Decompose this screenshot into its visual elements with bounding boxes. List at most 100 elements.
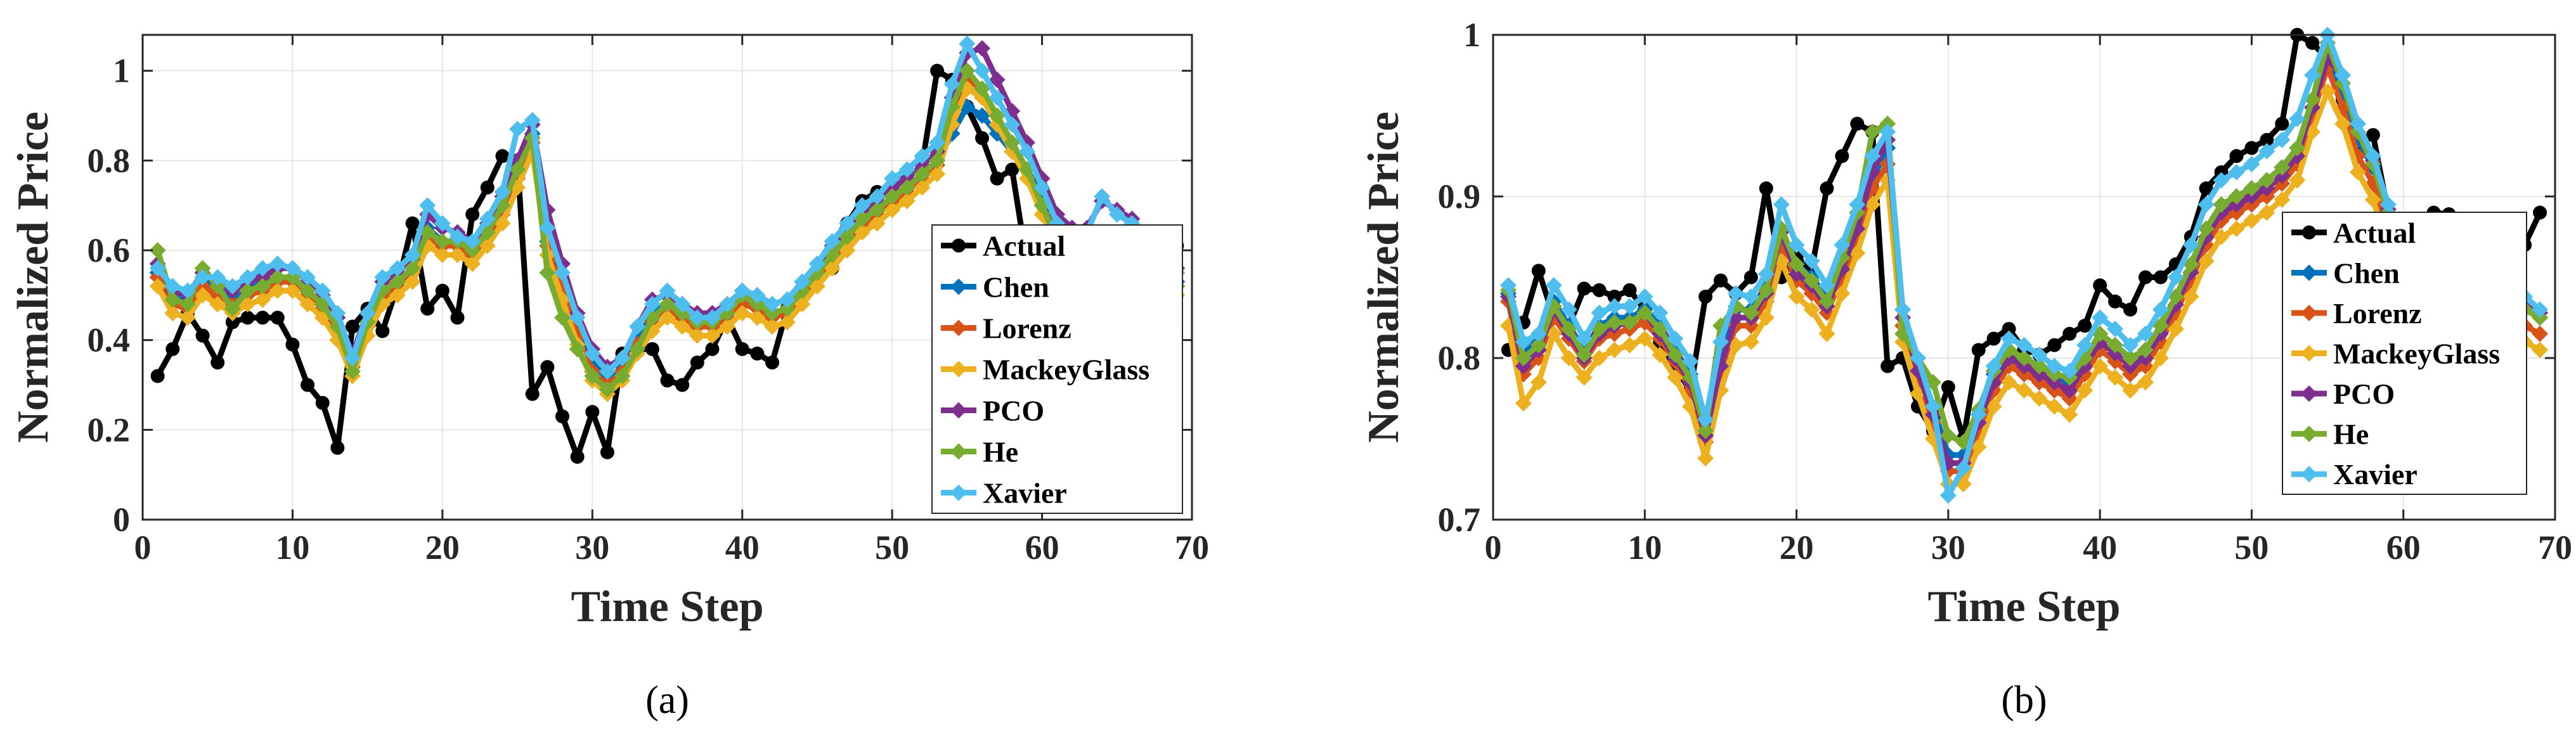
data-point xyxy=(239,282,256,299)
data-point xyxy=(164,305,181,322)
data-point xyxy=(764,296,780,312)
data-point xyxy=(1971,343,1986,357)
data-point xyxy=(1094,188,1111,205)
data-point xyxy=(346,319,359,334)
data-point xyxy=(464,255,481,272)
legend-marker xyxy=(950,361,967,378)
data-point xyxy=(2107,321,2124,338)
data-point xyxy=(765,356,779,370)
data-point xyxy=(898,161,916,178)
legend-marker xyxy=(950,278,967,295)
data-point xyxy=(1757,281,1775,298)
data-point xyxy=(1850,117,1865,131)
data-point xyxy=(194,260,211,277)
data-point xyxy=(1803,301,1820,318)
data-point xyxy=(2061,382,2078,399)
data-point xyxy=(2122,336,2139,354)
data-point xyxy=(1788,288,1805,305)
data-point xyxy=(509,161,526,178)
data-point xyxy=(1970,406,1987,423)
data-point xyxy=(2107,336,2124,354)
legend-label: Actual xyxy=(983,230,1065,262)
data-point xyxy=(1742,304,1759,321)
data-point xyxy=(644,323,661,340)
data-point xyxy=(2078,319,2092,333)
data-point xyxy=(2047,338,2062,352)
data-point xyxy=(179,282,196,299)
data-point xyxy=(2092,309,2109,326)
data-point xyxy=(629,340,646,357)
data-point xyxy=(644,296,661,312)
data-point xyxy=(1560,301,1577,318)
data-point xyxy=(254,278,271,295)
data-point xyxy=(2182,288,2199,305)
data-point xyxy=(1621,298,1638,315)
data-point xyxy=(494,183,511,200)
data-point xyxy=(359,305,376,322)
data-point xyxy=(149,278,166,295)
data-point xyxy=(2061,406,2078,423)
data-point xyxy=(719,318,736,335)
data-point xyxy=(449,228,466,245)
x-tick-label: 50 xyxy=(875,529,909,567)
x-tick-label: 10 xyxy=(275,529,309,567)
legend-label: PCO xyxy=(983,395,1044,427)
data-point xyxy=(1606,314,1623,331)
data-point xyxy=(1803,253,1820,269)
y-tick-label: 0 xyxy=(113,501,130,539)
legend-marker xyxy=(950,402,967,419)
data-point xyxy=(464,242,481,259)
data-point xyxy=(2213,228,2230,245)
data-point xyxy=(898,179,916,196)
data-point xyxy=(2076,382,2094,399)
data-point xyxy=(194,286,211,304)
data-point xyxy=(1712,333,1729,350)
data-point xyxy=(660,373,675,388)
chart-b: 0 10 20 30 40 50 60 70 0.7 0.8 0.9 1 Time Step Normal… xyxy=(1359,16,2572,722)
data-point xyxy=(1667,330,1684,347)
data-point xyxy=(269,269,286,286)
data-point xyxy=(1018,143,1035,160)
data-point xyxy=(2138,270,2152,285)
data-point xyxy=(2364,191,2381,208)
data-point xyxy=(299,269,316,286)
data-point xyxy=(1499,277,1517,294)
data-point xyxy=(149,260,166,277)
data-point xyxy=(1834,236,1851,253)
data-point xyxy=(1515,350,1532,366)
data-point xyxy=(375,324,390,338)
data-point xyxy=(1108,206,1125,223)
data-point xyxy=(2122,350,2139,366)
series-xavier xyxy=(1499,27,2549,504)
data-point xyxy=(419,197,436,214)
data-point xyxy=(974,107,990,124)
data-point xyxy=(179,296,196,312)
data-point xyxy=(2243,180,2260,197)
x-tick-label: 0 xyxy=(1485,529,1502,567)
data-point xyxy=(1636,288,1654,305)
data-point xyxy=(1727,336,1744,354)
data-point xyxy=(1606,298,1623,315)
data-point xyxy=(2182,236,2199,253)
data-point xyxy=(1939,427,1957,444)
data-point xyxy=(1636,304,1654,321)
legend-label: Lorenz xyxy=(983,312,1071,345)
data-point xyxy=(404,260,421,277)
data-point xyxy=(2289,139,2306,157)
data-point xyxy=(600,445,614,459)
data-point xyxy=(2274,131,2291,148)
data-point xyxy=(1607,290,1622,304)
data-point xyxy=(2319,83,2336,100)
data-point xyxy=(570,449,585,464)
data-point xyxy=(929,152,946,169)
data-point xyxy=(2197,196,2215,213)
data-point xyxy=(254,260,271,277)
data-point xyxy=(1560,350,1577,366)
data-point xyxy=(1652,304,1669,321)
data-point xyxy=(644,309,661,326)
data-point xyxy=(675,378,690,392)
data-point xyxy=(195,328,210,343)
data-point xyxy=(539,264,556,281)
legend-marker xyxy=(950,484,967,501)
data-point xyxy=(659,282,676,299)
